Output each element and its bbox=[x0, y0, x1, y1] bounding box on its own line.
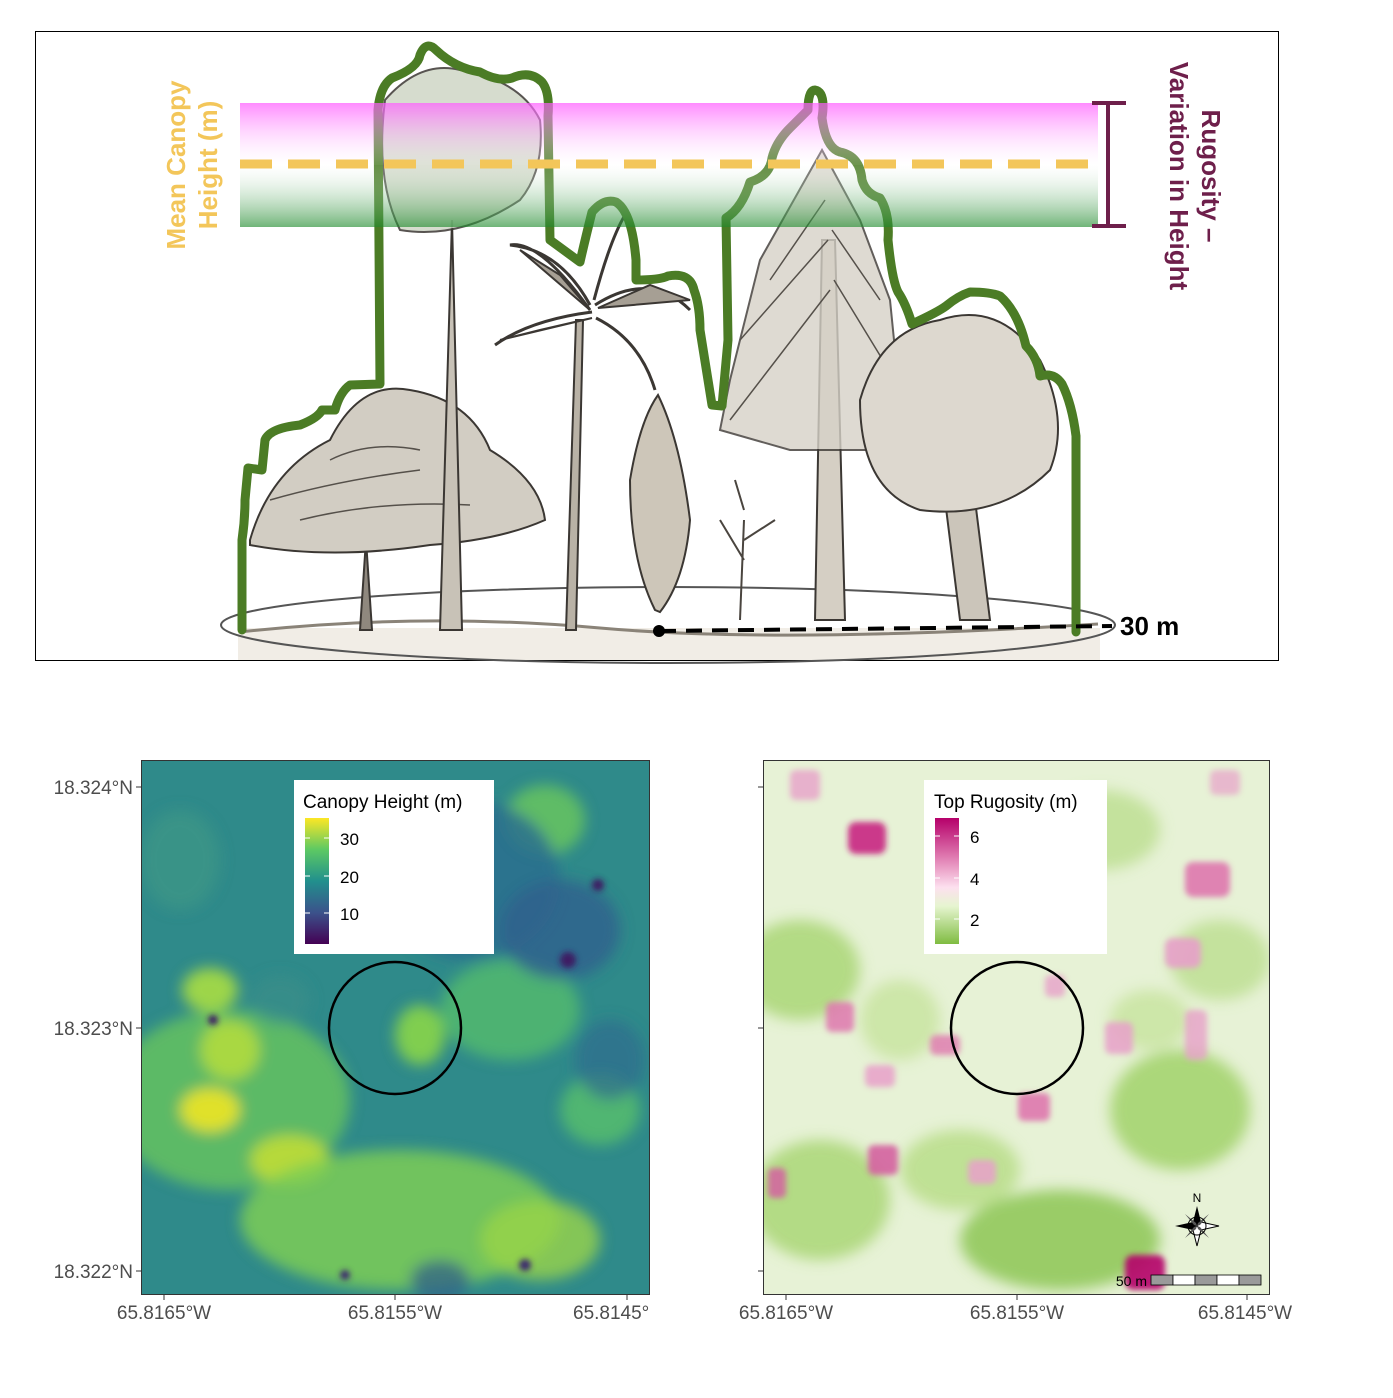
rugosity-legend: Top Rugosity (m) 6 4 2 bbox=[924, 780, 1107, 954]
rugosity-x-tick-2: 65.8155°W bbox=[970, 1303, 1064, 1324]
north-arrow-icon: N bbox=[1175, 1191, 1220, 1247]
radius-line bbox=[659, 624, 1113, 633]
rugosity-legend-label-4: 4 bbox=[970, 870, 979, 889]
rugosity-x-tick-1: 65.8165°W bbox=[739, 1303, 833, 1324]
canopy-legend-label-10: 10 bbox=[340, 905, 359, 924]
rugosity-map: Top Rugosity (m) 6 4 2 N 50 m bbox=[739, 760, 1292, 1324]
rugosity-legend-label-2: 2 bbox=[970, 911, 979, 930]
rugosity-x-axis: 65.8165°W 65.8155°W 65.8145°W bbox=[739, 1295, 1292, 1324]
rugosity-x-tick-3: 65.8145°W bbox=[1198, 1303, 1292, 1324]
canopy-x-axis: 65.8165°W 65.8155°W 65.8145° bbox=[117, 1295, 649, 1324]
rugosity-label: Rugosity – Variation in Height bbox=[1164, 62, 1226, 291]
canopy-height-map: Canopy Height (m) 30 20 10 18.324°N 18.3… bbox=[54, 760, 650, 1324]
rugosity-label-line1: Rugosity – bbox=[1196, 110, 1226, 243]
y-tick-18-324: 18.324°N bbox=[54, 778, 133, 799]
canopy-legend-label-30: 30 bbox=[340, 830, 359, 849]
canopy-x-tick-2: 65.8155°W bbox=[348, 1303, 442, 1324]
canopy-outline bbox=[237, 41, 1081, 637]
scale-bar: 50 m bbox=[1116, 1273, 1262, 1289]
rugosity-bracket bbox=[1092, 101, 1126, 228]
canopy-panel-border bbox=[141, 760, 650, 1295]
rugosity-band-lower bbox=[240, 165, 1098, 227]
rugosity-panel-border bbox=[763, 760, 1270, 1295]
scale-label: 50 m bbox=[1116, 1273, 1147, 1289]
rugosity-colorbar bbox=[935, 818, 959, 944]
mean-label-line1: Mean Canopy bbox=[161, 80, 191, 250]
canopy-legend-label-20: 20 bbox=[340, 868, 359, 887]
plot-circle-canopy bbox=[327, 960, 463, 1096]
canopy-x-tick-1: 65.8165°W bbox=[117, 1303, 211, 1324]
canopy-legend: Canopy Height (m) 30 20 10 bbox=[294, 780, 494, 954]
mean-height-label: Mean Canopy Height (m) bbox=[161, 80, 223, 250]
canopy-x-tick-3: 65.8145° bbox=[573, 1303, 649, 1324]
y-tick-18-322: 18.322°N bbox=[54, 1262, 133, 1283]
canopy-diagram: 30 m Mean Canopy Height (m) Rugosity – V… bbox=[35, 31, 1279, 664]
canopy-y-axis: 18.324°N 18.323°N 18.322°N bbox=[54, 778, 141, 1283]
y-tick-18-323: 18.323°N bbox=[54, 1019, 133, 1040]
north-label: N bbox=[1193, 1191, 1202, 1205]
canopy-colorbar bbox=[305, 818, 329, 944]
rugosity-y-axis bbox=[758, 786, 763, 1272]
plot-circle-rugosity bbox=[949, 960, 1085, 1096]
plot-center-dot bbox=[653, 625, 665, 637]
mean-label-line2: Height (m) bbox=[193, 101, 223, 230]
rugosity-label-line2: Variation in Height bbox=[1164, 62, 1194, 291]
canopy-legend-title: Canopy Height (m) bbox=[303, 792, 462, 813]
rugosity-legend-label-6: 6 bbox=[970, 828, 979, 847]
rugosity-legend-title: Top Rugosity (m) bbox=[934, 792, 1078, 813]
rugosity-band-upper bbox=[240, 103, 1098, 165]
distance-label: 30 m bbox=[1120, 611, 1179, 641]
